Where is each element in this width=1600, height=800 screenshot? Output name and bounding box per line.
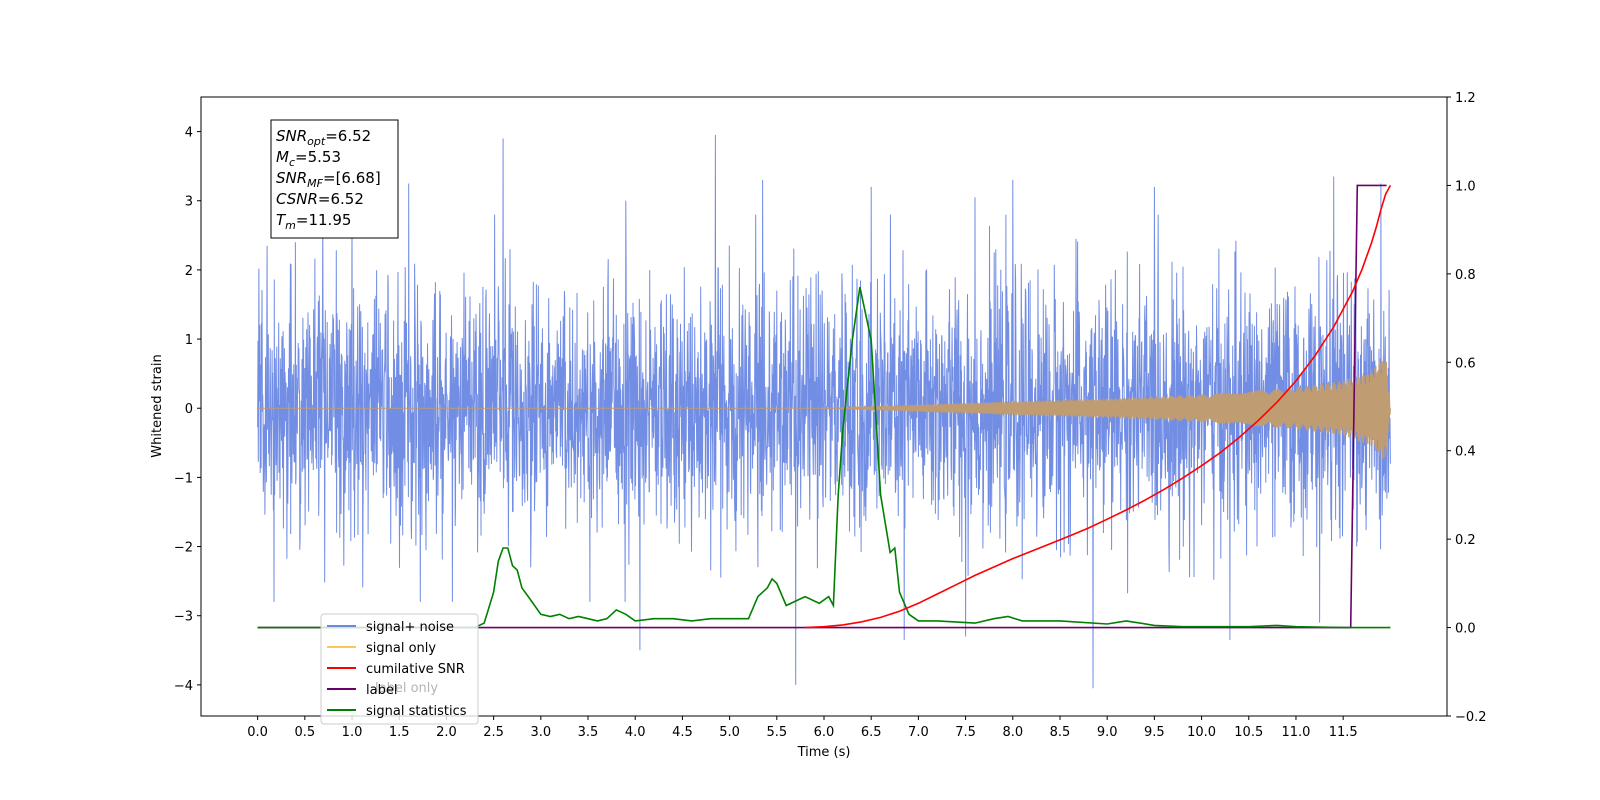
info-symbol: M xyxy=(276,148,289,166)
info-line: Mc=5.53 xyxy=(276,148,341,169)
series-signal-noise xyxy=(257,134,1391,689)
x-tick-label: 2.0 xyxy=(436,725,457,740)
y2-tick-label: 0.0 xyxy=(1455,622,1476,637)
y2-tick-label: 1.0 xyxy=(1455,179,1476,194)
y-tick-label: −1 xyxy=(174,471,193,486)
x-tick-label: 7.0 xyxy=(908,725,929,740)
legend-entry-label: cumilative SNR xyxy=(366,662,465,677)
y2-tick-label: 0.6 xyxy=(1455,356,1476,371)
info-subscript: opt xyxy=(307,135,326,148)
y2-tick-label: 0.8 xyxy=(1455,268,1476,283)
x-tick-label: 1.5 xyxy=(389,725,410,740)
info-value: =5.53 xyxy=(295,148,341,166)
x-tick-label: 4.5 xyxy=(672,725,693,740)
info-symbol: CSNR xyxy=(276,190,318,208)
info-value: =11.95 xyxy=(296,211,352,229)
y-tick-label: 3 xyxy=(185,195,193,210)
info-symbol: T xyxy=(276,211,287,229)
x-tick-label: 8.0 xyxy=(1002,725,1023,740)
y2-tick-label: 0.4 xyxy=(1455,445,1476,460)
info-symbol: SNR xyxy=(276,169,307,187)
series-label xyxy=(257,184,1387,629)
x-tick-label: 2.5 xyxy=(483,725,504,740)
y-tick-label: −2 xyxy=(174,541,193,556)
y-tick-label: 2 xyxy=(185,264,193,279)
info-value: =[6.68] xyxy=(323,169,381,187)
x-axis: 0.0 0.5 1.0 1.5 2.0 2.5 3.0 3.5 4.0 4.5 5.0 5.5 6.0 6… xyxy=(247,716,1358,740)
x-tick-label: 11.5 xyxy=(1329,725,1358,740)
y-tick-label: −4 xyxy=(174,679,193,694)
legend-entry-label: signal statistics xyxy=(366,704,467,719)
x-tick-label: 8.5 xyxy=(1050,725,1071,740)
y2-tick-label: 1.2 xyxy=(1455,91,1476,106)
x-tick-label: 10.0 xyxy=(1187,725,1216,740)
info-line: CSNR=6.52 xyxy=(276,190,364,208)
x-tick-label: 9.5 xyxy=(1144,725,1165,740)
series-cumulative-snr xyxy=(805,185,1392,629)
x-tick-label: 9.0 xyxy=(1097,725,1118,740)
x-tick-label: 5.0 xyxy=(719,725,740,740)
x-tick-label: 5.5 xyxy=(766,725,787,740)
y2-tick-label: 0.2 xyxy=(1455,533,1476,548)
y-tick-label: 0 xyxy=(185,402,193,417)
x-tick-label: 4.0 xyxy=(625,725,646,740)
x-tick-label: 10.5 xyxy=(1234,725,1263,740)
y2-tick-label: −0.2 xyxy=(1455,710,1487,725)
x-tick-label: 7.5 xyxy=(955,725,976,740)
info-subscript: m xyxy=(285,219,296,232)
info-box-frame xyxy=(270,119,399,239)
y-axis-label: Whitened strain xyxy=(150,354,165,457)
x-tick-label: 0.0 xyxy=(247,725,268,740)
info-line: Tm=11.95 xyxy=(276,211,351,232)
y-axis-right: 1.2 1.0 0.8 0.6 0.4 0.2 0.0 −0.2 xyxy=(1447,91,1487,725)
x-tick-label: 11.0 xyxy=(1281,725,1310,740)
x-tick-label: 1.0 xyxy=(342,725,363,740)
plot-area xyxy=(257,134,1392,689)
series-signal-only xyxy=(257,355,1391,460)
info-line: SNRopt=6.52 xyxy=(276,127,371,148)
x-tick-label: 6.0 xyxy=(814,725,835,740)
legend: label only signal+ noise signal only cumila… xyxy=(320,613,479,725)
info-subscript: MF xyxy=(307,177,323,190)
legend-entry-label: label xyxy=(366,683,397,698)
x-tick-label: 0.5 xyxy=(294,725,315,740)
legend-entry-label: signal only xyxy=(366,641,436,656)
x-axis-label: Time (s) xyxy=(797,745,851,760)
x-tick-label: 3.0 xyxy=(530,725,551,740)
info-symbol: SNR xyxy=(276,127,307,145)
series-signal-statistics xyxy=(257,286,1391,629)
info-value: =6.52 xyxy=(318,190,364,208)
legend-entry-label: signal+ noise xyxy=(366,620,454,635)
x-tick-label: 6.5 xyxy=(861,725,882,740)
x-tick-label: 3.5 xyxy=(578,725,599,740)
y-tick-label: 4 xyxy=(185,126,193,141)
legend-frame xyxy=(320,613,479,725)
info-value: =6.52 xyxy=(325,127,371,145)
legend-hidden-label: label only xyxy=(375,681,438,696)
info-subscript: c xyxy=(289,156,295,169)
info-line: SNRMF=[6.68] xyxy=(276,169,381,190)
y-axis-left: 4 3 2 1 0 −1 −2 −3 −4 xyxy=(174,126,201,694)
y-tick-label: 1 xyxy=(185,333,193,348)
y-tick-label: −3 xyxy=(174,610,193,625)
info-annotation-box: SNRopt=6.52Mc=5.53SNRMF=[6.68]CSNR=6.52T… xyxy=(270,119,399,239)
